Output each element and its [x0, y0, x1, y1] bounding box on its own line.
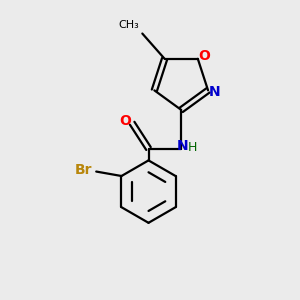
Text: O: O: [198, 49, 210, 63]
Text: H: H: [188, 141, 197, 154]
Text: Br: Br: [75, 164, 93, 177]
Text: O: O: [120, 114, 132, 128]
Text: N: N: [176, 139, 188, 153]
Text: CH₃: CH₃: [118, 20, 139, 30]
Text: N: N: [209, 85, 220, 99]
